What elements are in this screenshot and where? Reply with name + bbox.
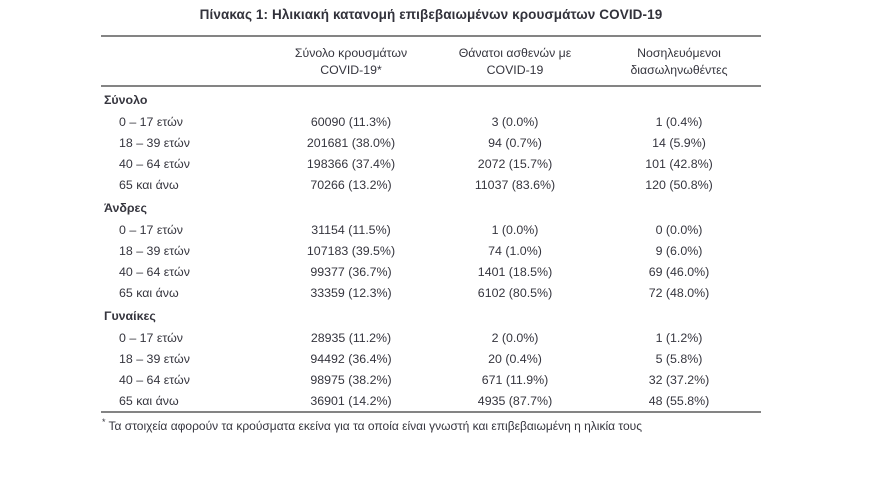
cell-deaths: 11037 (83.6%): [474, 177, 556, 192]
section-label: Σύνολο: [104, 93, 148, 107]
table-row: 18 – 39 ετών 94492 (36.4%) 20 (0.4%) 5 (…: [101, 348, 761, 369]
table-header: Σύνολο κρουσμάτων COVID-19* Θάνατοι ασθε…: [101, 35, 761, 87]
cell-age-label: 18 – 39 ετών: [119, 243, 190, 258]
cell-cases: 94492 (36.4%): [310, 351, 392, 366]
section-row-men: Άνδρες: [101, 195, 761, 219]
footnote-text: Τα στοιχεία αφορούν τα κρούσματα εκείνα …: [108, 419, 642, 433]
cell-cases: 31154 (11.5%): [311, 222, 391, 237]
cell-age-label: 18 – 39 ετών: [119, 351, 190, 366]
cell-cases: 99377 (36.7%): [310, 264, 392, 279]
cell-cases: 33359 (12.3%): [310, 285, 392, 300]
table-row: 65 και άνω 33359 (12.3%) 6102 (80.5%) 72…: [101, 282, 761, 303]
cell-intubated: 101 (42.8%): [645, 156, 713, 171]
section-row-women: Γυναίκες: [101, 303, 761, 327]
cell-deaths: 671 (11.9%): [481, 372, 549, 387]
cell-intubated: 1 (1.2%): [655, 330, 703, 345]
table-row: 0 – 17 ετών 31154 (11.5%) 1 (0.0%) 0 (0.…: [101, 219, 761, 240]
table-row: 65 και άνω 70266 (13.2%) 11037 (83.6%) 1…: [101, 174, 761, 195]
cell-cases: 201681 (38.0%): [306, 135, 396, 150]
cell-deaths: 3 (0.0%): [491, 114, 539, 129]
cell-deaths: 4935 (87.7%): [477, 393, 553, 408]
cell-deaths: 74 (1.0%): [488, 243, 542, 258]
cell-age-label: 40 – 64 ετών: [119, 156, 190, 171]
footnote-marker: *: [102, 417, 106, 427]
cell-age-label: 18 – 39 ετών: [119, 135, 190, 150]
col-header-cases-line1: Σύνολο κρουσμάτων: [294, 46, 408, 60]
cell-intubated: 14 (5.9%): [652, 135, 706, 150]
cell-intubated: 0 (0.0%): [655, 222, 703, 237]
cell-age-label: 65 και άνω: [119, 393, 179, 408]
cell-intubated: 1 (0.4%): [655, 114, 703, 129]
cell-deaths: 1401 (18.5%): [477, 264, 553, 279]
table-row: 0 – 17 ετών 60090 (11.3%) 3 (0.0%) 1 (0.…: [101, 111, 761, 132]
cell-deaths: 94 (0.7%): [488, 135, 542, 150]
page-title: Πίνακας 1: Ηλικιακή κατανομή επιβεβαιωμέ…: [199, 7, 663, 22]
cell-cases: 36901 (14.2%): [310, 393, 392, 408]
col-header-deaths-line2: COVID-19: [486, 62, 544, 77]
section-row-total: Σύνολο: [101, 86, 761, 111]
table-row: 0 – 17 ετών 28935 (11.2%) 2 (0.0%) 1 (1.…: [101, 327, 761, 348]
cell-intubated: 5 (5.8%): [655, 351, 703, 366]
table-row: 18 – 39 ετών 201681 (38.0%) 94 (0.7%) 14…: [101, 132, 761, 153]
cell-cases: 28935 (11.2%): [310, 330, 392, 345]
cell-intubated: 32 (37.2%): [648, 372, 710, 387]
cell-age-label: 0 – 17 ετών: [119, 330, 184, 345]
cell-age-label: 0 – 17 ετών: [119, 222, 184, 237]
col-header-deaths: Θάνατοι ασθενών με COVID-19: [433, 35, 597, 87]
cell-deaths: 1 (0.0%): [491, 222, 539, 237]
cell-cases: 98975 (38.2%): [310, 372, 392, 387]
cell-cases: 198366 (37.4%): [306, 156, 396, 171]
cell-age-label: 0 – 17 ετών: [119, 114, 184, 129]
cell-cases: 107183 (39.5%): [306, 243, 396, 258]
section-label: Γυναίκες: [104, 309, 156, 323]
table-block: Πίνακας 1: Ηλικιακή κατανομή επιβεβαιωμέ…: [101, 0, 761, 433]
cell-cases: 60090 (11.3%): [310, 114, 392, 129]
cell-age-label: 65 και άνω: [119, 177, 179, 192]
table-footnote: * Τα στοιχεία αφορούν τα κρούσματα εκείνα…: [101, 417, 761, 433]
table-row: 40 – 64 ετών 99377 (36.7%) 1401 (18.5%) …: [101, 261, 761, 282]
cell-intubated: 72 (48.0%): [648, 285, 710, 300]
col-header-intubated-line2: διασωληνωθέντες: [630, 62, 728, 77]
col-header-cases-line2: COVID-19*: [320, 62, 382, 77]
table-row: 18 – 39 ετών 107183 (39.5%) 74 (1.0%) 9 …: [101, 240, 761, 261]
cell-cases: 70266 (13.2%): [310, 177, 392, 192]
cell-deaths: 20 (0.4%): [488, 351, 542, 366]
cell-intubated: 9 (6.0%): [655, 243, 703, 258]
col-header-deaths-line1: Θάνατοι ασθενών με: [458, 46, 572, 60]
cell-intubated: 48 (55.8%): [648, 393, 710, 408]
col-header-cases: Σύνολο κρουσμάτων COVID-19*: [269, 35, 433, 87]
table-body: Σύνολο 0 – 17 ετών 60090 (11.3%) 3 (0.0%…: [101, 86, 761, 412]
table-row: 40 – 64 ετών 198366 (37.4%) 2072 (15.7%)…: [101, 153, 761, 174]
cell-deaths: 2072 (15.7%): [477, 156, 553, 171]
cell-deaths: 2 (0.0%): [491, 330, 539, 345]
cell-age-label: 40 – 64 ετών: [119, 264, 190, 279]
table-row: 65 και άνω 36901 (14.2%) 4935 (87.7%) 48…: [101, 390, 761, 412]
cell-intubated: 69 (46.0%): [648, 264, 710, 279]
section-label: Άνδρες: [104, 201, 147, 215]
cell-deaths: 6102 (80.5%): [477, 285, 553, 300]
table-row: 40 – 64 ετών 98975 (38.2%) 671 (11.9%) 3…: [101, 369, 761, 390]
col-header-intubated-line1: Νοσηλευόμενοι: [637, 46, 721, 60]
cell-intubated: 120 (50.8%): [645, 177, 713, 192]
col-header-empty: [101, 35, 269, 87]
cell-age-label: 40 – 64 ετών: [119, 372, 190, 387]
col-header-intubated: Νοσηλευόμενοι διασωληνωθέντες: [597, 35, 761, 87]
cell-age-label: 65 και άνω: [119, 285, 179, 300]
covid-age-table: Σύνολο κρουσμάτων COVID-19* Θάνατοι ασθε…: [101, 35, 761, 413]
